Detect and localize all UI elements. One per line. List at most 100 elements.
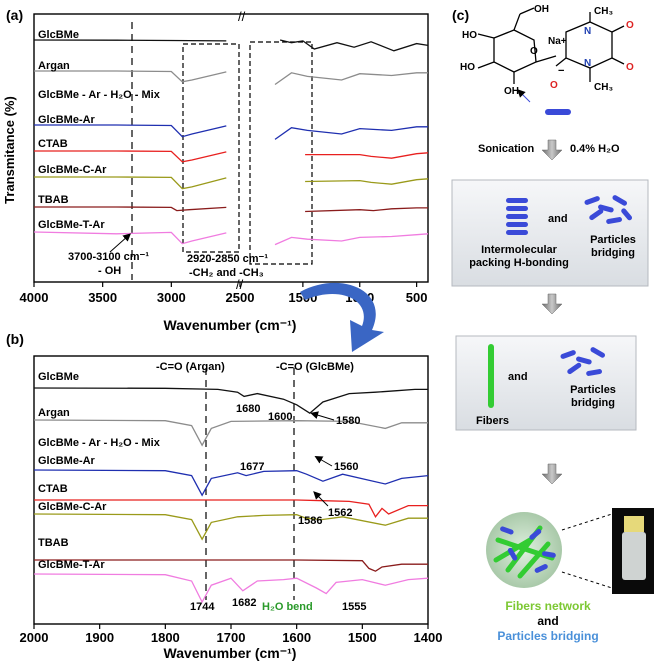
panel-b-traces (33, 387, 429, 604)
mol-n1: N (584, 26, 591, 37)
panel-a-series-label: CTAB (38, 138, 68, 150)
panel-a-ch-box (182, 43, 240, 253)
step-arrow-1 (541, 139, 563, 161)
mol-ho-1: HO (462, 30, 477, 41)
panel-b-tick-label: 2000 (20, 630, 49, 645)
panel-b-ann-1580: 1580 (336, 415, 360, 427)
panel-c-label: (c) (452, 7, 469, 23)
panel-b-series-label: TBAB (38, 537, 69, 549)
stage-1-right-label-wrap: Particles bridging (590, 234, 636, 259)
panel-b-ann-h2o: H₂O bend (262, 601, 313, 613)
panel-b-xlabel: Wavenumber (cm⁻¹) (164, 645, 297, 661)
panel-b-trace (33, 387, 428, 415)
mol-ring-o: O (530, 46, 538, 57)
panel-a-series-label: GlcBMe-C-Ar (38, 164, 107, 176)
mol-oh-top: OH (534, 4, 549, 15)
panel-b-series-label: Argan (38, 407, 70, 419)
panel-b-ann-1680: 1680 (236, 403, 260, 415)
particles-cluster-icon-1 (584, 195, 633, 224)
panel-a-ann-ch-sub: -CH₂ and -CH₃ (189, 267, 264, 279)
panel-a-series-label: GlcBMe - Ar - H₂O - Mix (38, 89, 161, 101)
panel-a-trace-left (33, 231, 227, 245)
panel-b-ann-1560: 1560 (334, 461, 358, 473)
panel-b-label: (b) (6, 331, 24, 347)
panel-a-tick-label: 3000 (157, 290, 186, 305)
fibers-network-icon (493, 525, 556, 579)
molecule-pointer-arrow (517, 89, 531, 103)
panel-a-trace-left (34, 176, 227, 190)
panel-a-ann-ch: 2920-2850 cm⁻¹ (187, 253, 268, 265)
panel-b-ann-1562: 1562 (328, 507, 352, 519)
panel-b-series-label: GlcBMe-T-Ar (38, 559, 105, 571)
panel-b-series-label: GlcBMe-C-Ar (38, 501, 107, 513)
panel-b-trace (33, 513, 428, 541)
panel-b-tick-label: 1700 (217, 630, 246, 645)
panel-b-ann-1555: 1555 (342, 601, 366, 613)
mol-o1: O (626, 20, 634, 31)
mol-na: Na+ (548, 36, 567, 47)
panel-b-frame (33, 355, 429, 625)
panel-a-trace-left (34, 150, 227, 163)
panel-b-series-labels: GlcBMe Argan GlcBMe - Ar - H₂O - Mix GlcBMe… (38, 371, 161, 571)
panel-a-tick-label: 500 (406, 290, 428, 305)
mol-o3: O (550, 80, 558, 91)
panel-a-xlabel: Wavenumber (cm⁻¹) (164, 317, 297, 333)
mol-ch3-1: CH₃ (594, 6, 613, 17)
panel-b-series-label: CTAB (38, 483, 68, 495)
panel-a-trace-left (34, 70, 227, 83)
panel-b-ann-1677: 1677 (240, 461, 264, 473)
mol-minus: − (558, 65, 564, 77)
stage-1-left-label: Intermolecular packing H-bonding (469, 244, 569, 269)
final-and-label: and (537, 614, 558, 628)
panel-b-series-label: GlcBMe-Ar (38, 455, 96, 467)
mol-oh-bottom: OH (504, 86, 519, 97)
panel-a-trace-left (33, 39, 227, 42)
panel-b-arrow-1580 (310, 411, 335, 421)
panel-b-arrow-1562 (313, 491, 329, 507)
panel-a-trace-right (305, 178, 429, 185)
panel-b-trace (33, 469, 429, 497)
panel-a-series-label: TBAB (38, 194, 69, 206)
panel-b-tick-label: 1600 (282, 630, 311, 645)
mol-n2: N (584, 58, 591, 69)
panel-a-traces (33, 39, 429, 246)
step-arrow-2 (541, 293, 563, 315)
panel-a-tick-label: 3500 (88, 290, 117, 305)
panel-a-tick-label: 2500 (226, 290, 255, 305)
stage-1-right-label: Particles bridging (590, 234, 636, 259)
stage-2-and: and (508, 371, 528, 383)
panel-a-ylabel: Transmitance (%) (2, 96, 17, 204)
panel-b-ann-co-argan: -C=O (Argan) (156, 361, 225, 373)
stage-1-left-label-wrap: Intermolecular packing H-bonding (469, 244, 569, 269)
panel-b-xticks: 2000 1900 1800 1700 1600 1500 1400 (20, 624, 443, 645)
panel-b-trace (33, 419, 428, 447)
panel-a-break-top: // (238, 9, 246, 24)
panel-b-series-label: GlcBMe (38, 371, 79, 383)
panel-b-arrow-1560 (314, 456, 333, 467)
fiber-icon (488, 344, 494, 408)
panel-b-series-label: GlcBMe - Ar - H₂O - Mix (38, 437, 161, 449)
panel-a-series-label: GlcBMe-T-Ar (38, 219, 105, 231)
panel-b-trace (34, 559, 428, 572)
stage-2-right-label: Particles bridging (570, 384, 616, 409)
sonication-label: Sonication (478, 143, 535, 155)
panel-b-trace (33, 573, 429, 604)
panel-b-ann-co-glc: -C=O (GlcBMe) (276, 361, 354, 373)
panel-a-ann-oh-sub: - OH (98, 265, 121, 277)
stage-1-and: and (548, 213, 568, 225)
zoom-line-top (561, 513, 613, 531)
panel-a-break-bottom: // (236, 277, 244, 292)
panel-b-tick-label: 1900 (85, 630, 114, 645)
panel-b-ann-1744: 1744 (190, 601, 215, 613)
panel-a-trace-left (34, 206, 227, 212)
panel-a-co-box (249, 41, 313, 265)
panel-a-series-label: Argan (38, 60, 70, 72)
panel-b-tick-label: 1400 (414, 630, 443, 645)
water-label: 0.4% H₂O (570, 143, 620, 155)
mol-o2: O (626, 62, 634, 73)
stage-2-right-label-wrap: Particles bridging (570, 384, 616, 409)
panel-a-trace-right (274, 233, 429, 246)
final-bridging-label: Particles bridging (497, 629, 598, 643)
mol-ch3-2: CH₃ (594, 82, 613, 93)
